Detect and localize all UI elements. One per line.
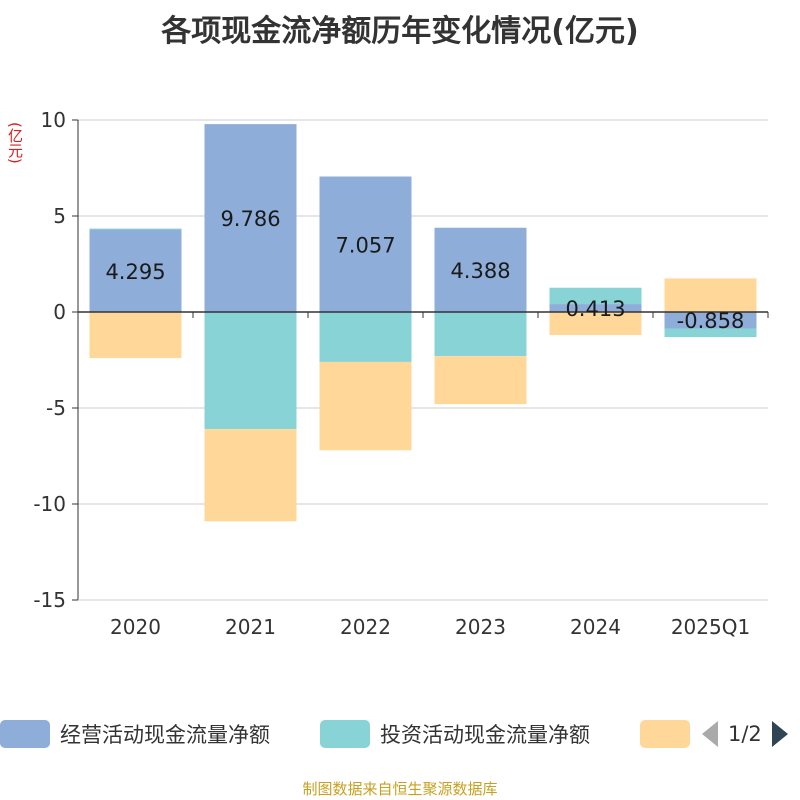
x-tick-label-2021: 2021 (225, 615, 276, 639)
bar-s2-2021 (204, 429, 297, 522)
legend-swatch-investing (320, 720, 370, 748)
bar-s1-2021 (204, 312, 297, 430)
legend-label-operating: 经营活动现金流量净额 (60, 723, 270, 747)
legend-item-operating[interactable]: 经营活动现金流量净额 (0, 716, 270, 752)
bar-s1-2022 (319, 312, 412, 362)
bar-s0-2022 (319, 176, 412, 312)
next-page-icon[interactable] (770, 719, 790, 749)
data-label-2021: 9.786 (220, 207, 280, 231)
bar-chart: 10 5 0 -5 -10 -15 2020 2021 2022 2023 2024 2025Q1 4.… (33, 108, 769, 639)
y-tick-label: 10 (41, 108, 66, 132)
x-tick-label-2024: 2024 (570, 615, 621, 639)
y-tick-label: 5 (53, 204, 66, 228)
legend-item-investing[interactable]: 投资活动现金流量净额 (320, 716, 590, 752)
legend-label-investing: 投资活动现金流量净额 (380, 723, 590, 747)
bar-s0-2021 (204, 124, 297, 313)
bar-s0-2025Q1 (664, 312, 757, 329)
bar-s2-2020 (89, 312, 182, 359)
data-label-2023: 4.388 (450, 259, 510, 283)
data-label-2022: 7.057 (335, 233, 395, 257)
bar-s2-2023 (434, 356, 527, 405)
bar-s1-2023 (434, 312, 527, 357)
bar-s1-2024 (549, 287, 642, 305)
y-tick-label: -10 (33, 492, 66, 516)
bar-s0-2024 (549, 304, 642, 312)
x-tick-label-2022: 2022 (340, 615, 391, 639)
data-source-note: 制图数据来自恒生聚源数据库 (302, 780, 498, 798)
bar-s0-2020 (89, 229, 182, 312)
bar-s1-2025Q1 (664, 328, 757, 338)
legend-swatch-operating (0, 720, 50, 748)
y-axis-unit: (亿元) (6, 122, 24, 164)
bar-s1-2020 (89, 228, 182, 230)
data-label-2025Q1: -0.858 (677, 309, 745, 333)
x-tick-label-2023: 2023 (455, 615, 506, 639)
legend-swatch-third (640, 720, 690, 748)
bar-s2-2024 (549, 312, 642, 336)
legend-item-third[interactable] (640, 716, 690, 752)
bar-s2-2022 (319, 361, 412, 451)
y-tick-label: 0 (53, 300, 66, 324)
legend-pager: 1/2 (700, 716, 790, 752)
legend: 经营活动现金流量净额 投资活动现金流量净额 (0, 716, 800, 752)
data-label-2024: 0.413 (565, 297, 625, 321)
y-tick-label: -15 (33, 588, 66, 612)
bar-s2-2025Q1 (664, 278, 757, 312)
prev-page-icon[interactable] (700, 719, 720, 749)
chart-title: 各项现金流净额历年变化情况(亿元) (161, 14, 639, 49)
x-tick-label-2020: 2020 (110, 615, 161, 639)
bar-s0-2023 (434, 227, 527, 312)
data-label-2020: 4.295 (105, 260, 165, 284)
legend-page-indicator: 1/2 (728, 722, 762, 746)
y-tick-label: -5 (46, 396, 66, 420)
x-tick-label-2025Q1: 2025Q1 (671, 615, 750, 639)
